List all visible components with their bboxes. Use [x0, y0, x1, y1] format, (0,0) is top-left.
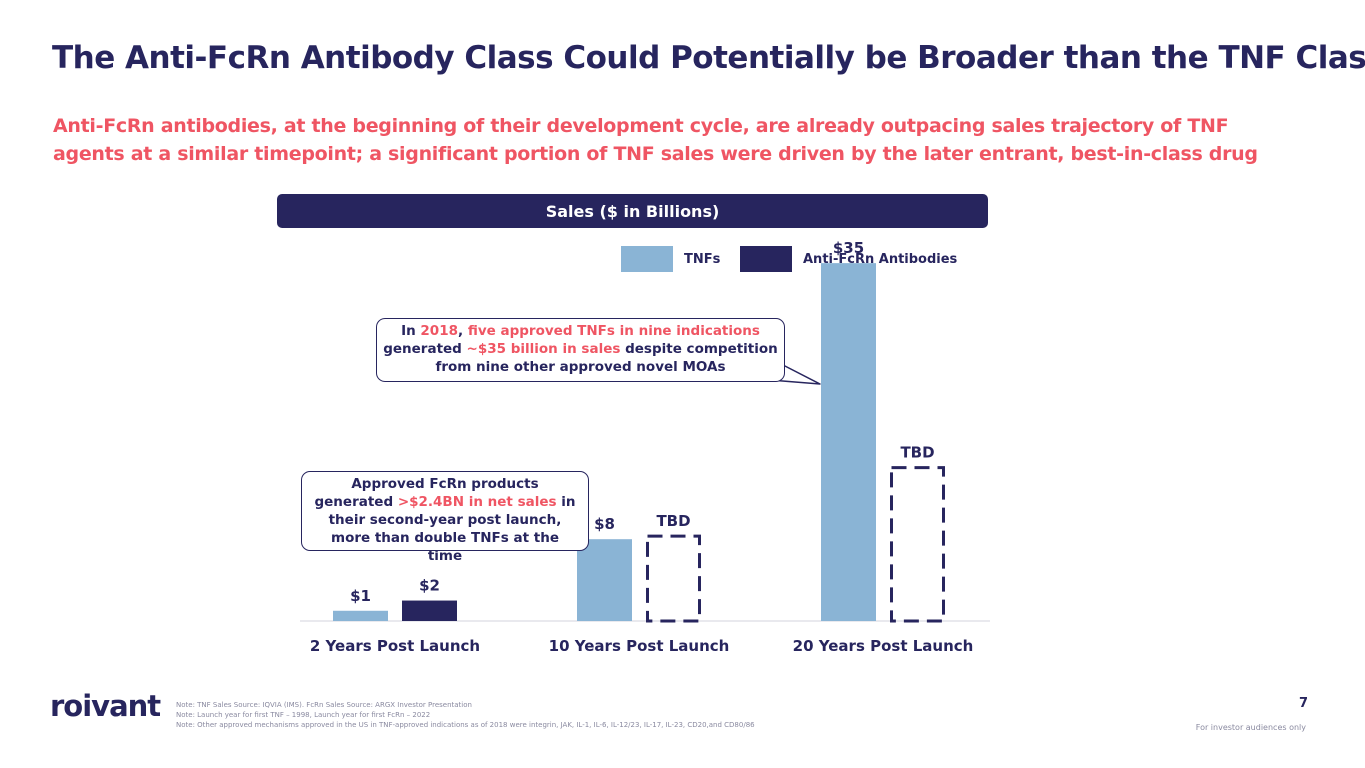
- x-tick-label: 2 Years Post Launch: [310, 637, 480, 655]
- x-tick-label: 20 Years Post Launch: [793, 637, 974, 655]
- legend-swatch-anti-fcrn: [740, 246, 792, 272]
- callout-text: Approved FcRn products generated: [314, 476, 539, 510]
- subtitle-line-1: Anti-FcRn antibodies, at the beginning o…: [53, 115, 1229, 137]
- page-subtitle: Anti-FcRn antibodies, at the beginning o…: [53, 112, 1323, 168]
- page-number: 7: [1298, 696, 1308, 711]
- page-title: The Anti-FcRn Antibody Class Could Poten…: [52, 40, 1365, 76]
- bar-tbd-placeholder: [646, 534, 701, 623]
- data-label: $1: [350, 587, 371, 605]
- audience-note: For investor audiences only: [1195, 723, 1306, 732]
- callout-text: in their second-year post launch, more t…: [328, 494, 576, 564]
- callout-highlight: ~$35 billion in sales: [466, 341, 621, 357]
- footnote: Note: Other approved mechanisms approved…: [176, 721, 755, 729]
- roivant-logo: roivant: [50, 689, 161, 723]
- callout-text: despite competition from nine other appr…: [435, 341, 778, 375]
- bar-tnfs: [333, 610, 388, 621]
- footnotes: Note: TNF Sales Source: IQVIA (IMS). FcR…: [176, 700, 755, 730]
- x-tick-label: 10 Years Post Launch: [549, 637, 730, 655]
- data-label: TBD: [656, 512, 690, 530]
- bar-tbd-placeholder: [890, 466, 945, 623]
- bar-anti-fcrn: [402, 600, 457, 621]
- data-label: TBD: [900, 444, 934, 462]
- callout-highlight: five approved TNFs in nine indications: [467, 323, 760, 339]
- chart-title-banner: Sales ($ in Billions): [277, 194, 988, 228]
- callout-text: ,: [457, 323, 468, 339]
- callout-highlight: >$2.4BN in net sales: [397, 494, 557, 510]
- legend-swatch-tnfs: [621, 246, 673, 272]
- callout-tnf-sales: In 2018, five approved TNFs in nine indi…: [376, 318, 785, 382]
- callout-fcrn-sales: Approved FcRn products generated >$2.4BN…: [301, 471, 589, 564]
- callout-text: In: [401, 323, 421, 339]
- bar-tnfs: [821, 263, 876, 621]
- callout-text: generated: [383, 341, 467, 357]
- legend-label-tnfs: TNFs: [684, 252, 721, 267]
- footnote: Note: Launch year for first TNF – 1998, …: [176, 711, 431, 719]
- callout-highlight: 2018: [420, 323, 458, 339]
- subtitle-line-2: agents at a similar timepoint; a signifi…: [53, 143, 1258, 165]
- data-label: $35: [833, 239, 864, 257]
- data-label: $2: [419, 577, 440, 595]
- footnote: Note: TNF Sales Source: IQVIA (IMS). FcR…: [176, 701, 472, 709]
- data-label: $8: [594, 515, 615, 533]
- bar-tnfs: [577, 539, 632, 621]
